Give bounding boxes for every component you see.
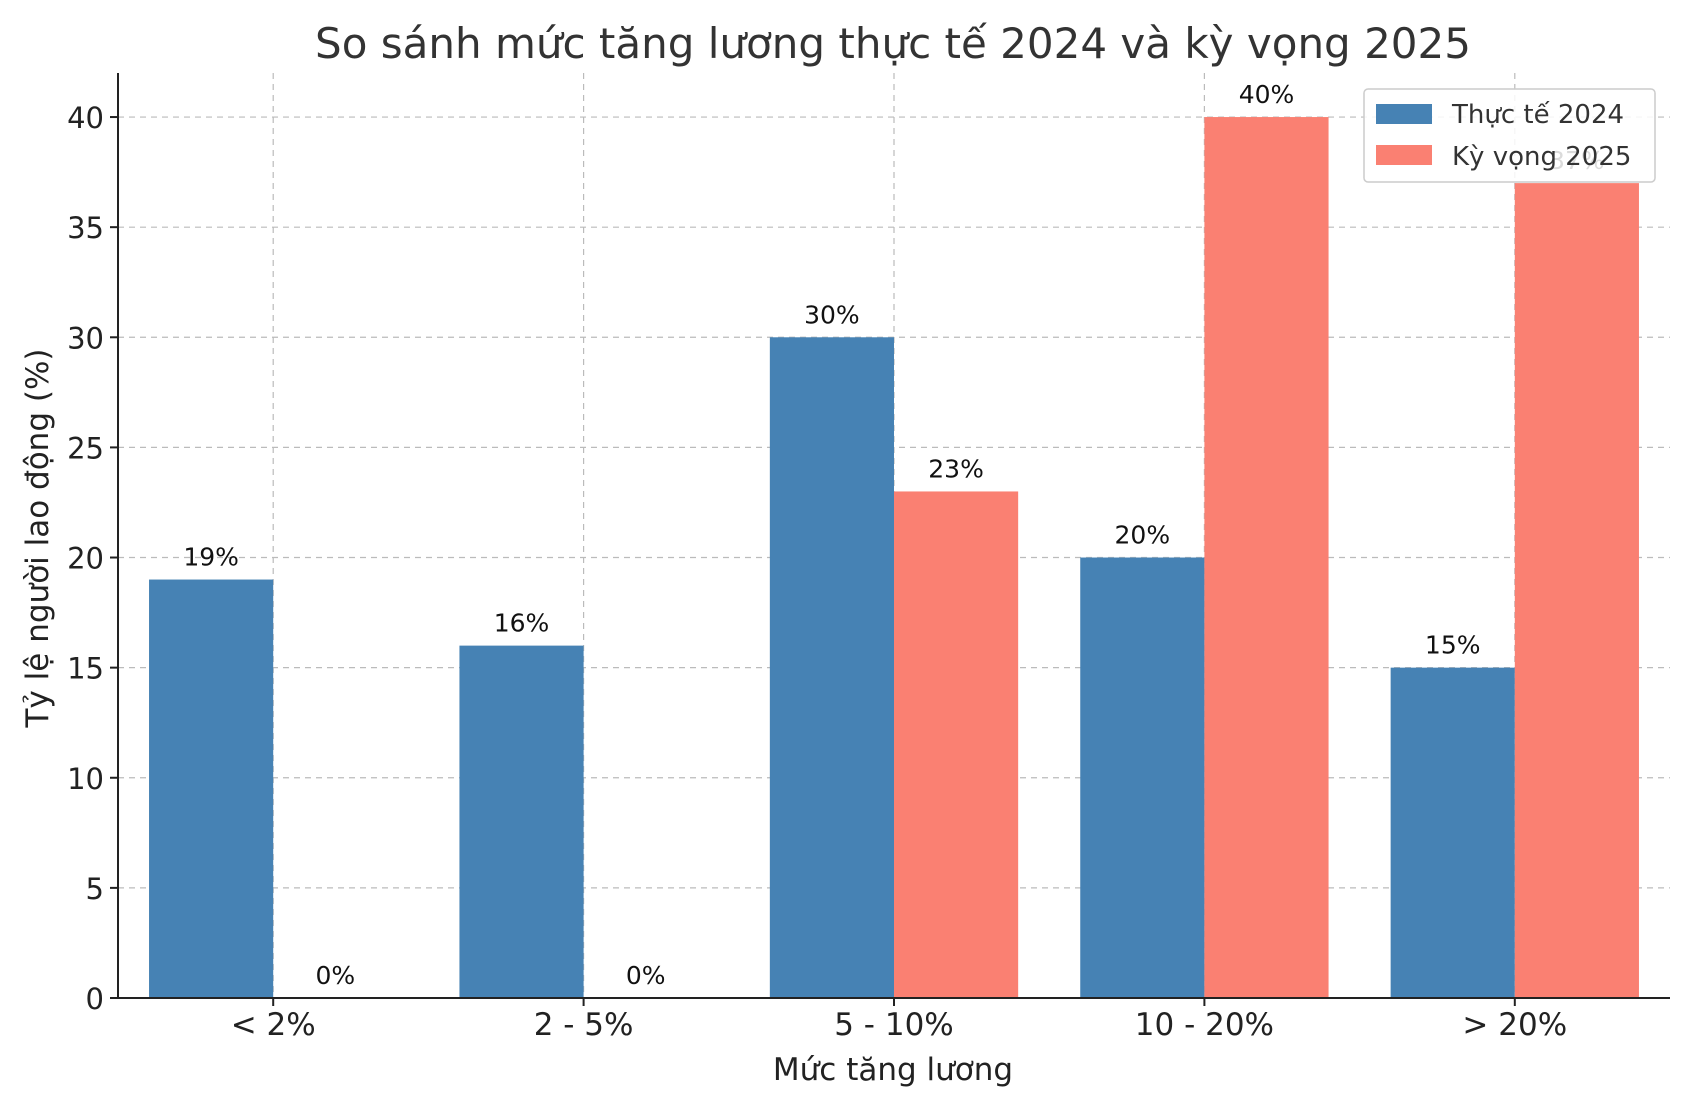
value-labels: 19%16%30%20%15%0%0%23%40%37% bbox=[183, 80, 1604, 990]
data-label: 0% bbox=[626, 961, 666, 990]
data-label: 40% bbox=[1239, 80, 1295, 109]
bar-thuc-te-2024-20 bbox=[1390, 667, 1515, 998]
legend-box bbox=[1363, 88, 1656, 183]
x-tick-label: 2 - 5% bbox=[534, 1007, 634, 1043]
legend-swatch-thuc-te-2024 bbox=[1376, 104, 1432, 124]
bar-thuc-te-2024-10-20 bbox=[1080, 557, 1205, 998]
y-tick-label: 20 bbox=[67, 542, 104, 576]
data-label: 19% bbox=[183, 543, 239, 572]
x-tick-label: > 20% bbox=[1462, 1007, 1567, 1043]
y-tick-label: 40 bbox=[67, 101, 104, 135]
y-tick-label: 25 bbox=[67, 431, 104, 465]
bar-ky-vong-2025-5-10 bbox=[894, 491, 1019, 998]
x-tick-label: < 2% bbox=[231, 1007, 316, 1043]
legend-swatch-ky-vong-2025 bbox=[1376, 145, 1432, 165]
bar-thuc-te-2024-2-5 bbox=[459, 645, 584, 998]
bar-ky-vong-2025-10-20 bbox=[1204, 117, 1329, 999]
bar-thuc-te-2024-2 bbox=[149, 579, 274, 998]
data-label: 23% bbox=[928, 454, 984, 483]
x-tick-label: 5 - 10% bbox=[834, 1007, 954, 1043]
y-tick-label: 10 bbox=[67, 762, 104, 796]
bars bbox=[149, 117, 1639, 999]
legend: Thực tế 2024 Kỳ vọng 2025 bbox=[1363, 88, 1656, 183]
axes: 0 5 10 15 20 25 30 35 40 < 2% 2 - 5% 5 - 10% 10 - 20… bbox=[67, 73, 1670, 1043]
y-tick-label: 35 bbox=[67, 211, 104, 245]
data-label: 0% bbox=[315, 961, 355, 990]
bar-ky-vong-2025-20 bbox=[1514, 183, 1639, 999]
data-label: 20% bbox=[1115, 521, 1171, 550]
x-tick-label: 10 - 20% bbox=[1135, 1007, 1274, 1043]
legend-label-thuc-te-2024: Thực tế 2024 bbox=[1451, 100, 1624, 130]
data-label: 15% bbox=[1425, 631, 1481, 660]
bar-thuc-te-2024-5-10 bbox=[769, 337, 894, 998]
y-tick-label: 15 bbox=[67, 652, 104, 686]
data-label: 30% bbox=[804, 300, 860, 329]
data-label: 16% bbox=[494, 609, 550, 638]
chart-title: So sánh mức tăng lương thực tế 2024 và k… bbox=[315, 19, 1471, 68]
y-tick-label: 5 bbox=[86, 872, 104, 906]
y-tick-label: 0 bbox=[86, 982, 104, 1016]
x-axis-title: Mức tăng lương bbox=[773, 1052, 1013, 1088]
legend-label-ky-vong-2025: Kỳ vọng 2025 bbox=[1452, 142, 1631, 172]
y-tick-label: 30 bbox=[67, 321, 104, 355]
y-axis-title: Tỷ lệ người lao động (%) bbox=[20, 349, 56, 729]
